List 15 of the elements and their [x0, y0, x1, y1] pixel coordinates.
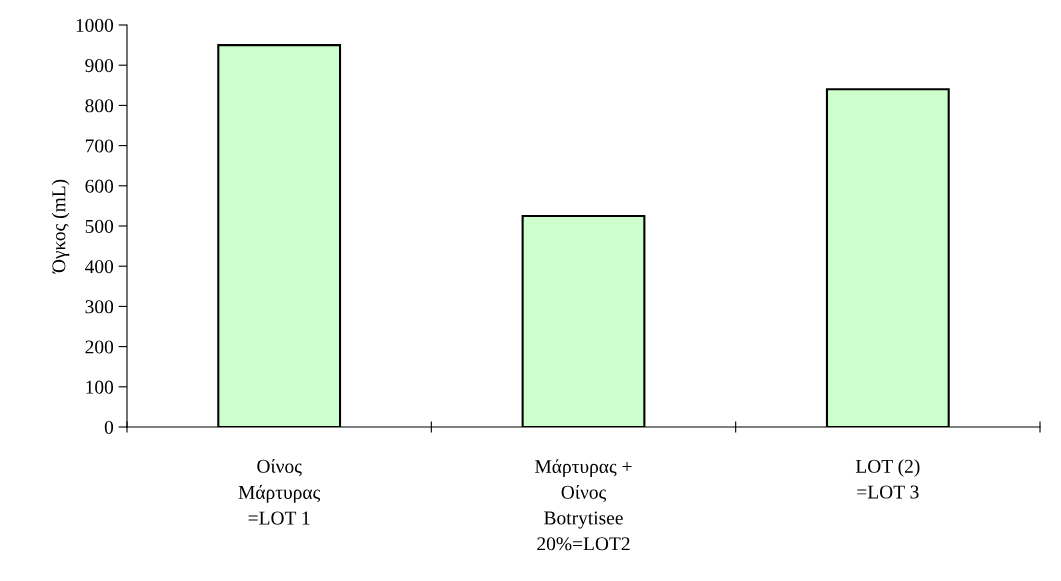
y-tick-label: 200: [85, 340, 114, 354]
y-tick-label: 500: [85, 219, 114, 233]
y-tick-label: 1000: [76, 18, 114, 32]
y-tick-label: 800: [85, 99, 114, 113]
x-tick-label: Μάρτυρας + Οίνος Botrytisee 20%=LOT2: [535, 459, 632, 551]
y-tick-label: 700: [85, 139, 114, 153]
y-tick-label: 300: [85, 300, 114, 314]
y-tick-label: 400: [85, 260, 114, 274]
y-tick-label: 600: [85, 179, 114, 193]
y-tick-label: 100: [86, 380, 114, 394]
y-tick-label: 900: [85, 59, 114, 73]
y-axis-title: Όγκος (mL): [51, 179, 70, 274]
y-tick-label: 0: [104, 420, 114, 434]
x-tick-label: LOT (2) =LOT 3: [855, 459, 920, 499]
x-tick-label: Οίνος Μάρτυρας =LOT 1: [238, 458, 321, 525]
